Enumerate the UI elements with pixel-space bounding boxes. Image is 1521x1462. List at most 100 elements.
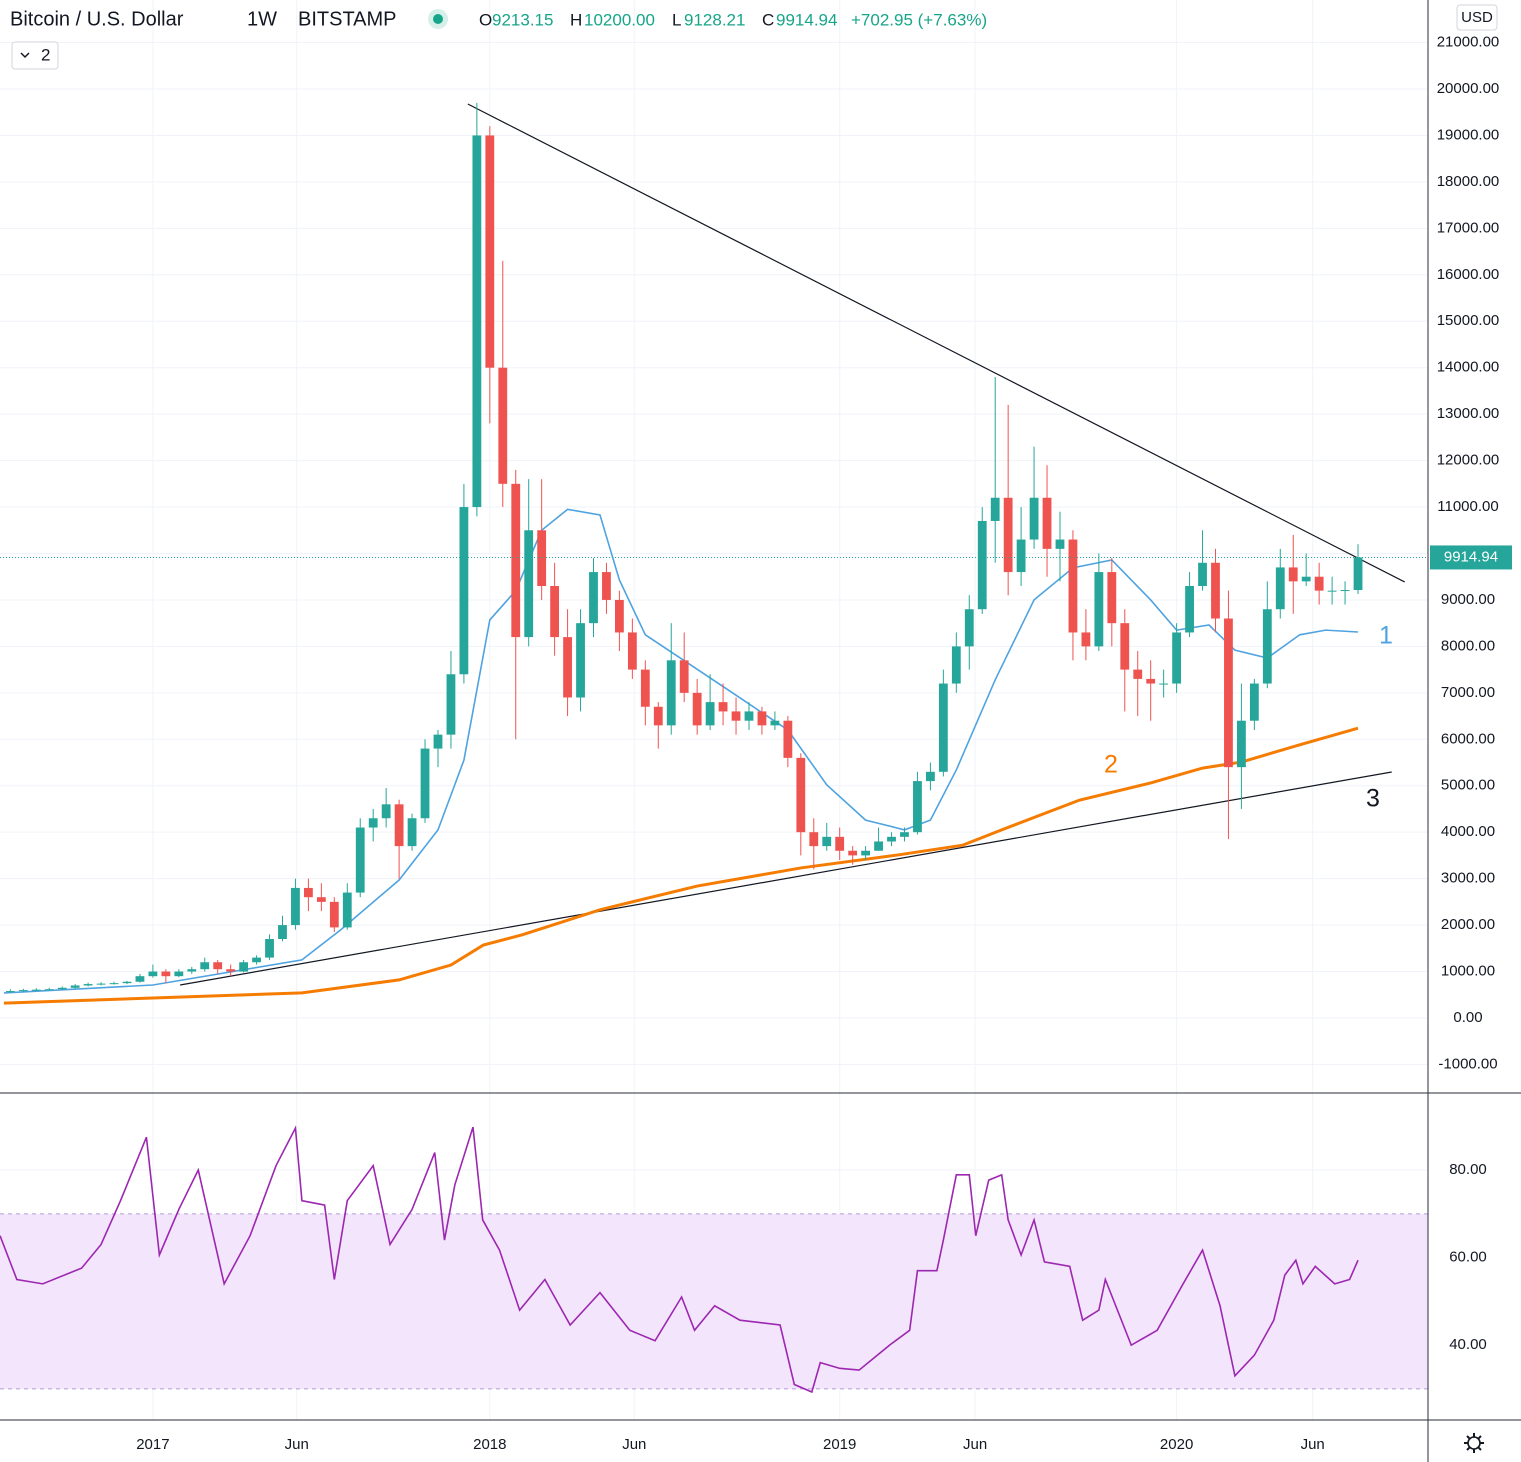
candle-body [692,692,702,726]
candle-body [848,850,858,856]
candle-body [5,991,15,993]
last-price-label: 9914.94 [1444,548,1498,565]
candle-body [770,720,780,726]
candle-body [589,572,598,624]
candle-body [135,976,145,982]
low-label: L [672,10,681,29]
candle-body [1055,539,1065,549]
indicator-toggle[interactable] [11,41,59,70]
candle-body [1003,497,1013,573]
candle-body [679,660,689,693]
annotation: 3 [1366,785,1380,813]
candle-body [861,850,871,856]
candle-body [329,901,339,928]
chart-title: Bitcoin / U.S. Dollar [10,8,184,30]
y-tick-label: 4000.00 [1441,823,1495,840]
candle-body [666,660,676,726]
candle-body [835,836,845,851]
annotation: 1 [1379,622,1393,650]
candle-body [822,836,832,847]
candle-body [148,971,158,977]
candle-body [1353,557,1363,591]
x-tick-label: Jun [1301,1436,1325,1453]
candle-body [213,962,223,970]
candle-body [602,572,611,600]
indicator-count: 2 [41,45,50,64]
candle-body [1301,576,1311,582]
candle-body [1340,590,1350,592]
candle-body [1249,683,1259,721]
candle-body [394,804,404,847]
close-value: 9914.94 [776,10,837,29]
candle-body [57,987,67,990]
high-value: 10200.00 [584,10,655,29]
y-tick-label: 3000.00 [1441,870,1495,887]
candle-body [316,897,326,902]
y-tick-label: 15000.00 [1437,312,1500,329]
candle-body [1146,678,1156,684]
candle-body [563,637,572,698]
candle-body [420,748,430,819]
candle-body [1327,590,1337,592]
currency-box[interactable] [1456,4,1498,31]
candle-body [1198,562,1207,587]
axes: -1000.00 0.00 1000.00 2000.00 3000.00 4000.00… [136,34,1512,1453]
candle-body [1016,539,1026,573]
y-tick-label: 14000.00 [1437,359,1500,376]
candle-body [705,702,715,726]
close-label: C [762,10,774,29]
candle-body [1029,497,1039,540]
candle-body [1314,576,1324,591]
candle-body [1107,572,1117,624]
candle-body [83,984,93,986]
y-tick-label: 80.00 [1449,1161,1487,1178]
candle-body [511,483,521,638]
candle-body [537,530,547,587]
chevron-icon [20,52,30,59]
candle-body [990,497,1000,521]
candle-body [252,957,261,963]
candle-body [964,609,974,647]
x-tick-label: 2018 [473,1436,506,1453]
open-label: O [479,10,492,29]
open-value: 9213.15 [492,10,553,29]
candle-body [498,367,508,484]
moving-average [3,726,1359,1005]
candle-body [1236,720,1246,768]
gear-teeth [1464,1433,1484,1453]
y-tick-label: 7000.00 [1441,684,1495,701]
candle-body [913,781,922,833]
candle-body [187,969,197,972]
candle-body [783,720,793,758]
candle-body [433,734,443,749]
change: +702.95 (+7.63%) [851,10,987,29]
y-tick-label: 8000.00 [1441,637,1495,654]
y-tick-label: -1000.00 [1438,1055,1497,1072]
settings-icon[interactable] [1464,1433,1484,1453]
currency: USD [1461,9,1493,26]
candle-body [809,832,819,847]
rsi-line [0,1125,1359,1394]
y-tick-label: 40.00 [1449,1336,1487,1353]
ohlc-header: O 9213.15 H 10200.00 L 9128.21 C 9914.94… [479,10,987,29]
rsi-band [0,1213,1428,1389]
candle-body [731,711,741,721]
candle-body [381,804,391,819]
candle-body [472,135,482,508]
y-tick-label: 13000.00 [1437,405,1500,422]
high-label: H [570,10,582,29]
y-tick-label: 20000.00 [1437,80,1500,97]
y-tick-label: 12000.00 [1437,452,1500,469]
candle-body [951,646,961,684]
candle-body [938,683,948,772]
candle-body [342,892,352,928]
x-tick-label: Jun [285,1436,309,1453]
y-tick-label: 60.00 [1449,1249,1487,1266]
y-tick-label: 5000.00 [1441,777,1495,794]
y-tick-label: 19000.00 [1437,126,1500,143]
candle-body [550,586,560,638]
status-dot [433,14,443,24]
candle-body [1133,669,1143,679]
candle-body [887,836,896,842]
